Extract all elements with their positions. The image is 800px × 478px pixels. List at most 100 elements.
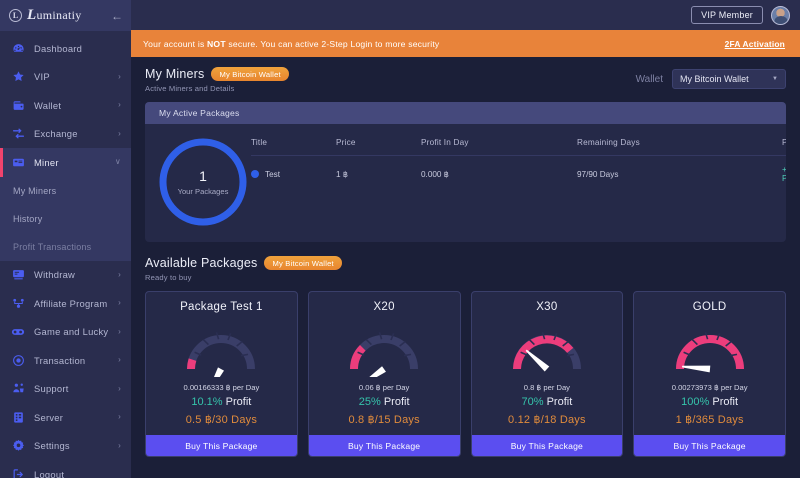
chevron-right-icon: › (118, 298, 121, 308)
package-card[interactable]: Package Test 1 (145, 291, 298, 457)
active-packages-body: 1 Your Packages Title Price Profit In Da… (145, 124, 786, 242)
page-title: My Miners (145, 67, 205, 81)
package-profit-word: Profit (383, 396, 410, 408)
sidebar-item-support[interactable]: Support › (0, 375, 131, 404)
sidebar-item-settings[interactable]: Settings › (0, 432, 131, 461)
2fa-activation-link[interactable]: 2FA Activation (724, 38, 785, 49)
column-header-title: Title (251, 138, 268, 147)
exchange-icon (11, 127, 25, 141)
sidebar-subitem-label: History (13, 213, 43, 224)
sidebar-item-label: Dashboard (34, 42, 83, 54)
package-price: 1 ฿/365 Days (675, 414, 744, 426)
brand-name: Luminatiy (27, 7, 82, 23)
package-price: 0.5 ฿/30 Days (185, 414, 258, 426)
donut-center-text: 1 Your Packages (155, 134, 251, 230)
sidebar-subitem-label: Profit Transactions (13, 241, 92, 252)
sidebar-item-exchange[interactable]: Exchange › (0, 120, 131, 149)
sidebar-item-my-miners[interactable]: My Miners (0, 177, 131, 205)
sidebar-item-profit-transactions[interactable]: Profit Transactions (0, 233, 131, 261)
chevron-right-icon: › (118, 100, 121, 110)
sidebar-item-logout[interactable]: Logout (0, 460, 131, 478)
sidebar-item-miner[interactable]: Miner ∨ (0, 148, 131, 177)
package-profit-word: Profit (712, 396, 739, 408)
package-name: GOLD (692, 301, 727, 313)
column-header-remaining-days: Remaining Days (577, 138, 640, 147)
withdraw-icon (11, 268, 25, 282)
available-wallet-badge: My Bitcoin Wallet (264, 256, 342, 270)
security-alert-banner: Your account is NOT secure. You can acti… (131, 30, 800, 57)
package-profit-word: Profit (546, 396, 573, 408)
alert-text-bold: NOT (207, 38, 226, 49)
package-rate: 0.06 ฿ per Day (358, 383, 410, 392)
sidebar-item-label: Exchange (34, 128, 78, 140)
chevron-right-icon: › (118, 71, 121, 81)
buy-package-button[interactable]: Buy This Package (146, 435, 297, 456)
security-alert-text: Your account is NOT secure. You can acti… (143, 39, 439, 49)
package-card[interactable]: X20 (307, 291, 461, 457)
cell-remaining-days: 97/90 Days (577, 169, 619, 179)
chevron-right-icon: › (118, 269, 121, 279)
active-packages-panel-title: My Active Packages (145, 102, 786, 124)
wallet-badge: My Bitcoin Wallet (211, 67, 289, 81)
package-name: X30 (536, 301, 558, 313)
main-area: VIP Member Your account is NOT secure. Y… (131, 0, 800, 478)
brand-logo-icon: L (9, 9, 22, 22)
sidebar-item-game-and-lucky[interactable]: Game and Lucky › (0, 318, 131, 347)
topbar: VIP Member (131, 0, 800, 30)
column-header-price: Price (336, 138, 356, 147)
wallet-icon (11, 98, 25, 112)
sidebar-item-label: Miner (34, 156, 59, 168)
buy-package-button[interactable]: Buy This Package (634, 435, 785, 456)
package-card[interactable]: X30 (470, 291, 624, 457)
arrow-left-icon[interactable]: ← (111, 8, 123, 23)
active-packages-table: Title Price Profit In Day Remaining Days… (251, 130, 786, 230)
package-cards: Package Test 1 (145, 291, 786, 457)
sidebar-item-label: Server (34, 411, 64, 423)
sidebar-nav: Dashboard VIP › Wallet › (0, 31, 131, 478)
package-profit: 70% Profit (521, 396, 572, 408)
my-miners-titles: My Miners My Bitcoin Wallet Active Miner… (145, 67, 289, 93)
chevron-down-icon: ∨ (114, 157, 121, 167)
wallet-select[interactable]: My Bitcoin Wallet ▼ (672, 69, 786, 89)
chevron-right-icon: › (118, 383, 121, 393)
sidebar-item-server[interactable]: Server › (0, 403, 131, 432)
sidebar-item-affiliate-program[interactable]: Affiliate Program › (0, 289, 131, 318)
package-profit: 10.1% Profit (191, 396, 251, 408)
avatar[interactable] (771, 5, 790, 25)
package-profit-pct: 70% (521, 396, 544, 408)
sidebar-item-wallet[interactable]: Wallet › (0, 91, 131, 120)
sidebar-item-vip[interactable]: VIP › (0, 63, 131, 92)
package-profit-word: Profit (225, 396, 252, 408)
sidebar-item-dashboard[interactable]: Dashboard (0, 34, 131, 63)
buy-package-button[interactable]: Buy This Package (308, 435, 460, 456)
affiliate-icon (11, 296, 25, 310)
alert-text-before: Your account is (143, 38, 208, 49)
chevron-right-icon: › (118, 128, 121, 138)
sidebar-item-transaction[interactable]: Transaction › (0, 346, 131, 375)
sidebar-subitem-label: My Miners (13, 185, 57, 196)
package-profit: 25% Profit (359, 396, 410, 408)
available-packages-subtitle: Ready to buy (145, 273, 192, 282)
sidebar-item-history[interactable]: History (0, 205, 131, 233)
vip-member-button[interactable]: VIP Member (691, 6, 763, 24)
donut: 1 Your Packages (155, 134, 251, 230)
package-name: Package Test 1 (180, 301, 263, 313)
active-packages-panel: My Active Packages 1 Your Packages (145, 102, 786, 242)
miner-icon (11, 155, 25, 169)
sidebar-item-label: Withdraw (34, 269, 76, 281)
sidebar-item-withdraw[interactable]: Withdraw › (0, 261, 131, 290)
sidebar-item-label: Game and Lucky (34, 326, 109, 338)
cell-title-text: Test (265, 169, 281, 179)
package-name: X20 (373, 301, 395, 313)
alert-text-after: secure. You can active 2-Step Login to m… (225, 38, 440, 49)
available-packages-header: Available Packages My Bitcoin Wallet Rea… (145, 256, 786, 282)
package-card[interactable]: GOLD (633, 291, 786, 457)
package-gauge-chart (344, 319, 424, 377)
cell-price: 1 ฿ (336, 170, 349, 179)
table-row[interactable]: Test 1 ฿ 0.000 ฿ 97/90 Days +81% Profit (251, 156, 786, 183)
buy-package-button[interactable]: Buy This Package (471, 435, 623, 456)
table-header-row: Title Price Profit In Day Remaining Days… (251, 138, 786, 156)
content: My Miners My Bitcoin Wallet Active Miner… (131, 57, 800, 457)
chevron-right-icon: › (118, 412, 121, 422)
package-gauge-chart (507, 319, 587, 377)
